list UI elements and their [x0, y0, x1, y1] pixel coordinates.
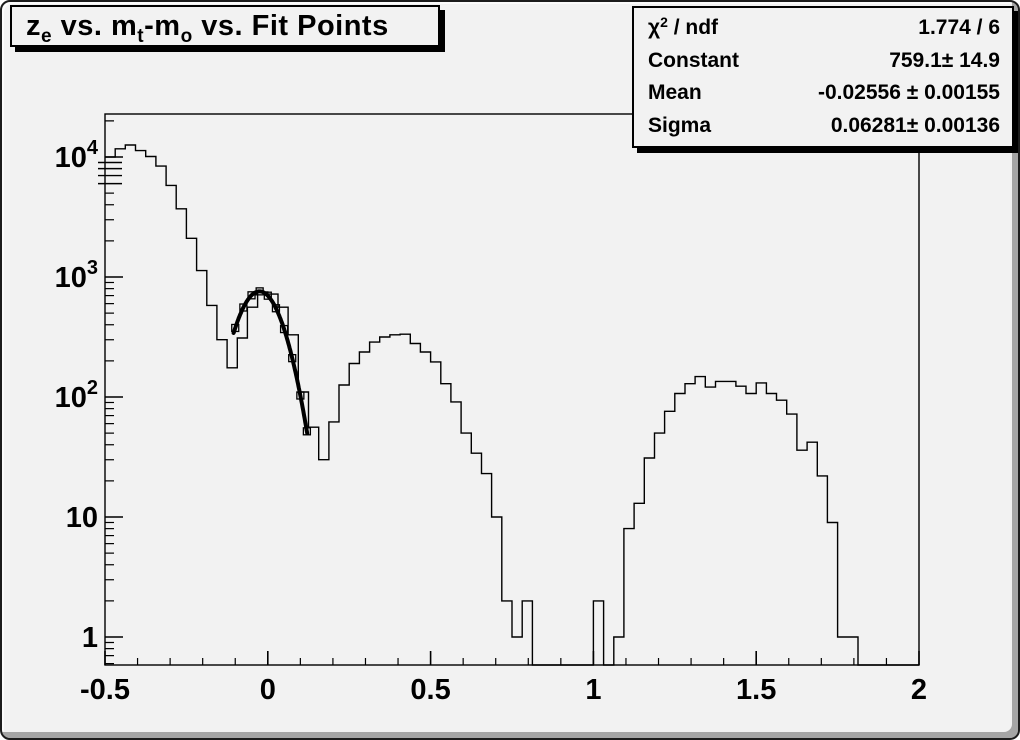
stats-box: χ2 / ndf 1.774 / 6 Constant 759.1± 14.9 … [632, 6, 1014, 148]
stats-value-mean: -0.02556 ± 0.00155 [817, 81, 1000, 105]
x-tick-label: 1.5 [736, 674, 776, 706]
stats-label-sigma: Sigma [648, 113, 712, 137]
title-segment: -m [144, 9, 181, 42]
x-tick-label: 2 [911, 674, 927, 706]
stats-value-constant: 759.1± 14.9 [889, 48, 1000, 72]
stats-value-sigma: 0.06281± 0.00136 [830, 113, 1000, 137]
stats-label-mean: Mean [648, 81, 702, 105]
plot-frame [104, 113, 920, 666]
fit-point-marker [263, 291, 272, 300]
y-tick-label: 102 [55, 377, 98, 414]
y-tick-label: 10 [66, 502, 98, 534]
stats-row: Sigma 0.06281± 0.00136 [648, 114, 1000, 138]
x-tick-label: -0.5 [80, 674, 130, 706]
histogram-line [105, 144, 919, 666]
plot-title: ze vs. mt-mo vs. Fit Points [26, 9, 389, 47]
fit-point-marker [279, 324, 289, 334]
title-subscript: o [180, 25, 193, 47]
x-tick-label: 0.5 [410, 674, 450, 706]
stats-label-chi2: χ2 / ndf [648, 14, 719, 40]
y-tick-label: 1 [82, 622, 98, 654]
stats-value-chi2: 1.774 / 6 [918, 16, 1000, 40]
fit-point-marker [302, 427, 312, 436]
title-subscript: e [41, 25, 53, 47]
fit-point-marker [239, 303, 248, 312]
fit-point-marker [271, 304, 281, 313]
y-tick-label: 104 [55, 137, 99, 174]
stats-row: Mean -0.02556 ± 0.00155 [648, 81, 1000, 105]
title-segment: vs. m [52, 9, 138, 42]
fit-point-marker [296, 391, 305, 400]
x-tick-label: 1 [585, 674, 601, 706]
title-segment: z [26, 9, 41, 42]
y-tick-label: 103 [55, 257, 98, 294]
title-segment: vs. Fit Points [192, 9, 389, 42]
x-tick-label: 0 [260, 674, 276, 706]
title-subscript: t [137, 25, 145, 47]
fit-point-marker [288, 354, 297, 363]
stats-row: χ2 / ndf 1.774 / 6 [648, 14, 1000, 40]
fit-point-marker [247, 291, 256, 300]
fit-point-marker [231, 323, 240, 333]
fit-point-marker [255, 287, 264, 296]
stats-label-constant: Constant [648, 48, 739, 72]
title-box: ze vs. mt-mo vs. Fit Points [10, 5, 440, 47]
stats-row: Constant 759.1± 14.9 [648, 49, 1000, 73]
